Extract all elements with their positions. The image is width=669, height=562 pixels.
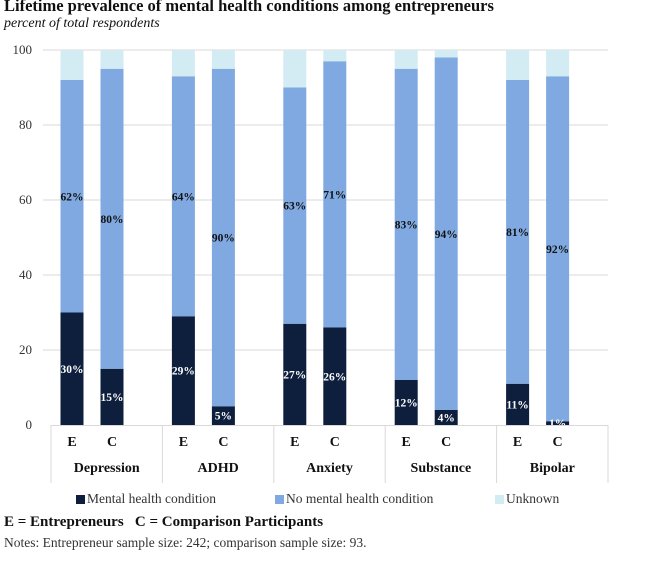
bar-segment-mental-health-condition xyxy=(283,323,307,425)
legend-item-unknown: Unknown xyxy=(495,491,559,507)
bar-segment-unknown xyxy=(171,50,195,77)
y-tick-label: 100 xyxy=(13,42,33,57)
data-label: 94% xyxy=(435,229,458,241)
stacked-bar-chart: 0 20 40 60 80 100 30% 62% 15% 80% 29% 64% 5% 90% 27% 6… xyxy=(13,42,609,483)
bar-segment-no-mental-health-condition xyxy=(546,76,570,422)
bar-segment-mental-health-condition xyxy=(211,406,235,425)
x-subcategory-label: C xyxy=(330,435,340,450)
bar-segment-mental-health-condition xyxy=(323,327,347,425)
data-label: 4% xyxy=(438,413,455,425)
bar-segment-mental-health-condition xyxy=(434,410,458,425)
legend-label: Unknown xyxy=(506,491,560,506)
x-group-label: Depression xyxy=(74,461,140,476)
legend-item-mental-health-condition: Mental health condition xyxy=(76,491,216,507)
data-label: 30% xyxy=(61,364,84,376)
data-label: 5% xyxy=(215,411,232,423)
chart-title: Lifetime prevalence of mental health con… xyxy=(4,0,494,15)
y-tick-label: 40 xyxy=(19,267,32,282)
x-subcategory-label: C xyxy=(553,435,563,450)
bars xyxy=(60,50,570,425)
x-subcategory-label: C xyxy=(107,435,117,450)
legend-swatch-unknown xyxy=(495,494,504,504)
data-label: 90% xyxy=(212,233,235,245)
bar-segment-mental-health-condition xyxy=(546,421,570,425)
bar-segment-mental-health-condition xyxy=(171,316,195,425)
bar-segment-unknown xyxy=(506,50,530,80)
bar-segment-unknown xyxy=(211,50,235,69)
data-label: 27% xyxy=(283,369,306,381)
data-label: 63% xyxy=(283,201,306,213)
bar-segment-unknown xyxy=(283,50,307,88)
data-label: 71% xyxy=(323,189,346,201)
y-tick-label: 20 xyxy=(19,342,32,357)
data-label: 62% xyxy=(61,191,84,203)
x-subcategory-label: E xyxy=(67,435,76,450)
bar-segment-no-mental-health-condition xyxy=(283,87,307,324)
bar-segment-no-mental-health-condition xyxy=(506,80,530,384)
bar-segment-mental-health-condition xyxy=(60,312,84,425)
bar-segment-unknown xyxy=(434,50,458,58)
data-label: 12% xyxy=(395,398,418,410)
y-tick-label: 60 xyxy=(19,192,32,207)
legend-swatch-mental-health-condition xyxy=(76,494,85,504)
bar-segment-mental-health-condition xyxy=(506,383,530,425)
bar-segment-unknown xyxy=(60,50,84,80)
bar-segment-unknown xyxy=(323,50,347,62)
y-tick-label: 0 xyxy=(26,417,33,432)
bar-segment-no-mental-health-condition xyxy=(171,76,195,317)
bar-segment-no-mental-health-condition xyxy=(211,68,235,407)
bar-segment-no-mental-health-condition xyxy=(100,68,124,369)
bar-segment-unknown xyxy=(394,50,418,69)
data-label: 80% xyxy=(101,214,124,226)
legend-label: Mental health condition xyxy=(87,491,216,506)
data-label: 64% xyxy=(172,191,195,203)
bar-segment-no-mental-health-condition xyxy=(434,57,458,410)
bar-segment-mental-health-condition xyxy=(100,368,124,425)
x-subcategory-label: E xyxy=(290,435,299,450)
data-label: 26% xyxy=(323,371,346,383)
bar-segment-no-mental-health-condition xyxy=(394,68,418,380)
legend-swatch-no-mental-health-condition xyxy=(275,494,284,504)
data-label: 15% xyxy=(101,392,124,404)
bar-segment-no-mental-health-condition xyxy=(323,61,347,328)
y-axis-ticks: 0 20 40 60 80 100 xyxy=(13,42,33,432)
data-label: 81% xyxy=(506,227,529,239)
legend-label: No mental health condition xyxy=(286,491,434,506)
bar-segment-unknown xyxy=(100,50,124,69)
abbreviation-key: E = Entrepreneurs C = Comparison Partici… xyxy=(4,514,324,530)
data-label: 83% xyxy=(395,219,418,231)
data-label: 11% xyxy=(506,399,528,411)
bar-segment-unknown xyxy=(546,50,570,77)
x-group-label: Substance xyxy=(411,461,472,476)
legend: Mental health condition No mental health… xyxy=(0,491,669,509)
x-group-label: ADHD xyxy=(197,461,238,476)
bar-segment-no-mental-health-condition xyxy=(60,80,84,313)
data-label: 29% xyxy=(172,366,195,378)
data-label: 1% xyxy=(549,418,566,430)
x-subcategory-label: E xyxy=(513,435,522,450)
x-group-label: Anxiety xyxy=(306,461,353,476)
legend-item-no-mental-health-condition: No mental health condition xyxy=(275,491,433,507)
x-subcategory-label: E xyxy=(179,435,188,450)
x-group-label: Bipolar xyxy=(530,461,575,476)
chart-subtitle: percent of total respondents xyxy=(4,16,160,31)
y-tick-label: 80 xyxy=(19,117,32,132)
data-label: 92% xyxy=(546,244,569,256)
x-subcategory-label: E xyxy=(402,435,411,450)
bar-segment-mental-health-condition xyxy=(394,380,418,425)
x-subcategory-label: C xyxy=(218,435,228,450)
data-labels: 30% 62% 15% 80% 29% 64% 5% 90% 27% 63% 26% 71% 12% 83… xyxy=(61,189,570,430)
x-subcategory-label: C xyxy=(441,435,451,450)
notes: Notes: Entrepreneur sample size: 242; co… xyxy=(4,535,367,550)
